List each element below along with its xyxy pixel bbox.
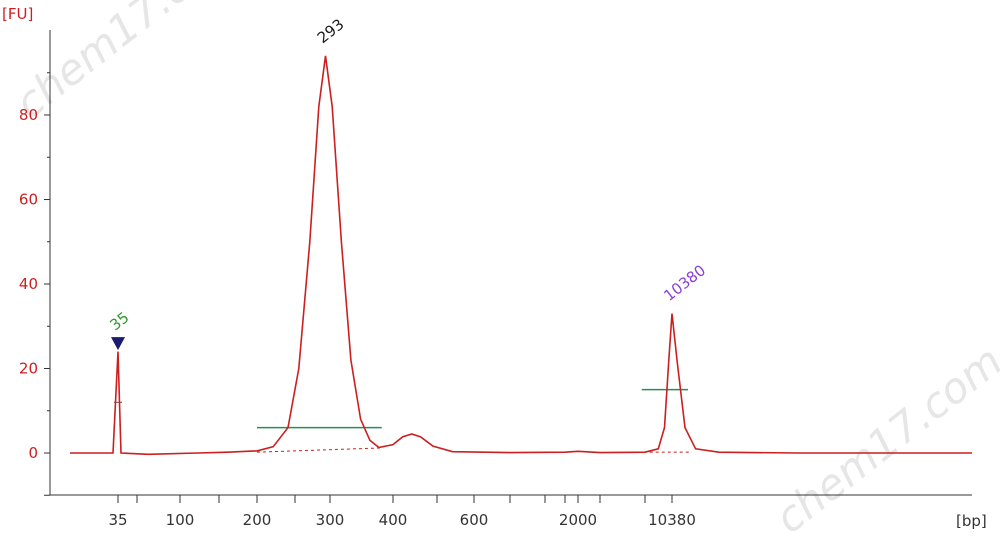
smear-lines	[114, 388, 690, 453]
y-tick-label: 40	[19, 275, 38, 293]
y-tick-label: 60	[19, 191, 38, 209]
peak-label: 293	[314, 15, 348, 47]
series-line	[70, 55, 972, 456]
x-tick-label: 35	[108, 511, 127, 529]
smear-baseline	[256, 447, 382, 453]
x-tick-label: 300	[316, 511, 345, 529]
peak-label: 35	[106, 308, 132, 334]
y-tick-label: 80	[19, 106, 38, 124]
x-tick-label: 600	[460, 511, 489, 529]
y-tick-label: 0	[28, 444, 38, 462]
axes: 0 20 40 60 80 35 100 200 300 400 600 2000 10380	[19, 30, 972, 529]
x-tick-label: 400	[379, 511, 408, 529]
x-tick-label: 10380	[648, 511, 696, 529]
x-tick-label: 200	[243, 511, 272, 529]
lower-marker-triangle	[111, 337, 125, 351]
watermark-top: chem17.com	[6, 0, 251, 128]
x-tick-label: 2000	[559, 511, 597, 529]
peak-labels: 35 293 10380	[106, 15, 709, 351]
peak-label: 10380	[660, 261, 709, 305]
x-axis-unit: [bp]	[956, 512, 987, 530]
y-axis-unit: [FU]	[2, 5, 33, 23]
x-tick-label: 100	[166, 511, 195, 529]
y-tick-label: 20	[19, 360, 38, 378]
